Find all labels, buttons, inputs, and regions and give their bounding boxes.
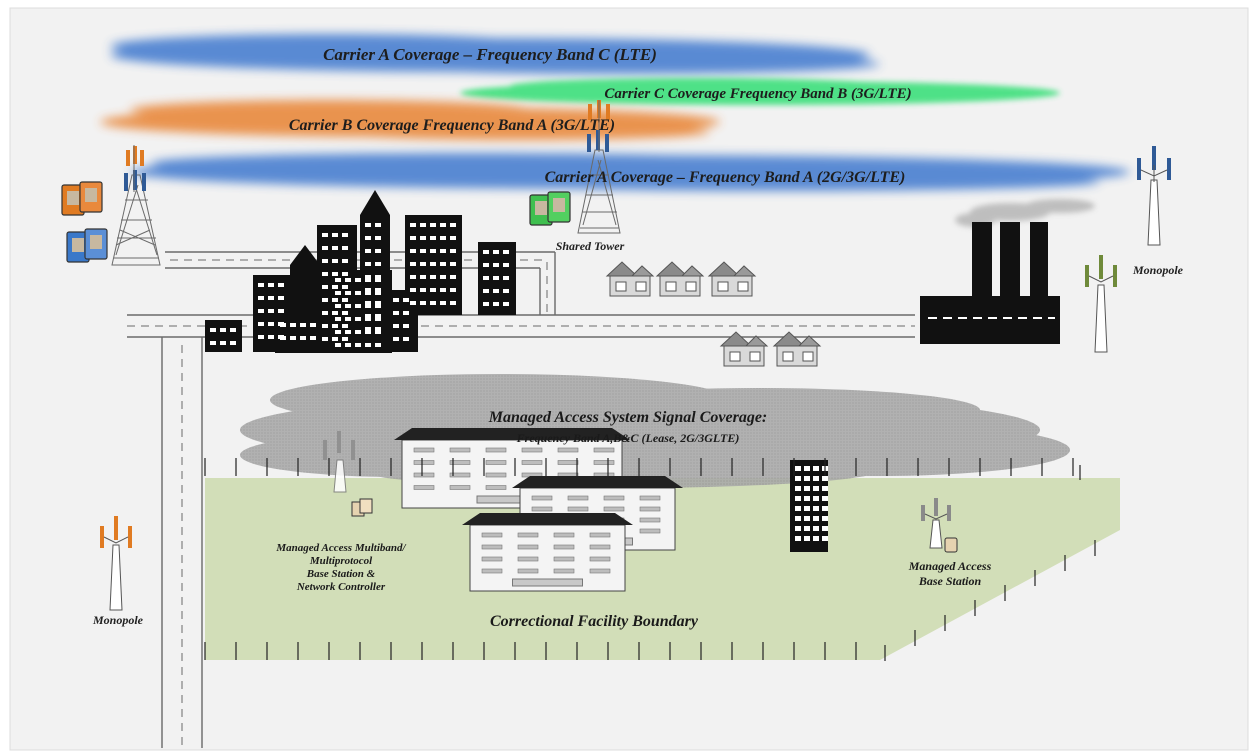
shared-tower-label: Shared Tower: [556, 239, 625, 253]
mas-base-line: Base Station: [918, 574, 982, 588]
house: [655, 261, 705, 297]
facility-fence: [204, 458, 1096, 661]
prison-building: [394, 428, 630, 509]
band-label-carrier-a-band-c: Carrier A Coverage – Frequency Band C (L…: [323, 45, 657, 64]
coverage-band-carrier-a-band-a: [130, 153, 1130, 191]
monopole-green-right: Monopole: [1085, 255, 1184, 353]
mas-base-label: Managed Access Base Station: [908, 559, 992, 588]
lattice-tower-left: [111, 145, 161, 266]
shared-tower: Shared Tower: [556, 100, 625, 253]
mas-title: Managed Access System Signal Coverage:: [488, 409, 768, 426]
band-label-carrier-c-band-b: Carrier C Coverage Frequency Band B (3G/…: [604, 86, 911, 102]
house: [719, 331, 769, 367]
monopole-orange-left: Monopole: [92, 516, 144, 627]
facility-boundary-label: Correctional Facility Boundary: [490, 613, 699, 630]
mas-controller-line: Base Station &: [306, 568, 376, 580]
city-skyline: [205, 190, 516, 353]
monopole-blue-right: [1137, 146, 1171, 246]
house: [707, 261, 757, 297]
coverage-band-carrier-a-band-c: Carrier A Coverage – Frequency Band C (L…: [110, 34, 880, 74]
mas-base-station-tower: [921, 498, 958, 553]
mas-controller-line: Multiprotocol: [309, 555, 373, 567]
facility-ground: [205, 478, 1120, 660]
facility-tower-building: [790, 460, 828, 552]
mas-tower-controller: [323, 431, 373, 517]
factory: [920, 199, 1095, 344]
house: [605, 261, 655, 297]
equipment-cabinet-blue: [66, 228, 108, 263]
coverage-band-carrier-c-band-b: [460, 78, 1060, 105]
mas-base-line: Managed Access: [908, 559, 992, 573]
monopole-right-label: Monopole: [1132, 263, 1184, 277]
prison-buildings: [394, 428, 828, 592]
mas-controller-line: Managed Access Multiband/: [275, 542, 406, 554]
mas-subtitle: Frequency Band A,B&C (Lease, 2G/3GLTE): [516, 431, 740, 445]
mas-controller-line: Network Controller: [296, 581, 386, 593]
houses: [605, 261, 822, 367]
monopole-left-label: Monopole: [92, 613, 144, 627]
coverage-band-carrier-b-band-a: [100, 100, 720, 140]
equipment-cabinet-orange: [61, 181, 103, 216]
prison-building: [462, 513, 633, 592]
equipment-cabinet-green: [529, 191, 571, 226]
band-label-carrier-a-band-a: Carrier A Coverage – Frequency Band A (2…: [545, 169, 906, 186]
band-label-carrier-b-band-a: Carrier B Coverage Frequency Band A (3G/…: [289, 117, 615, 134]
mas-controller-label: Managed Access Multiband/ Multiprotocol …: [275, 542, 406, 593]
house: [772, 331, 822, 367]
